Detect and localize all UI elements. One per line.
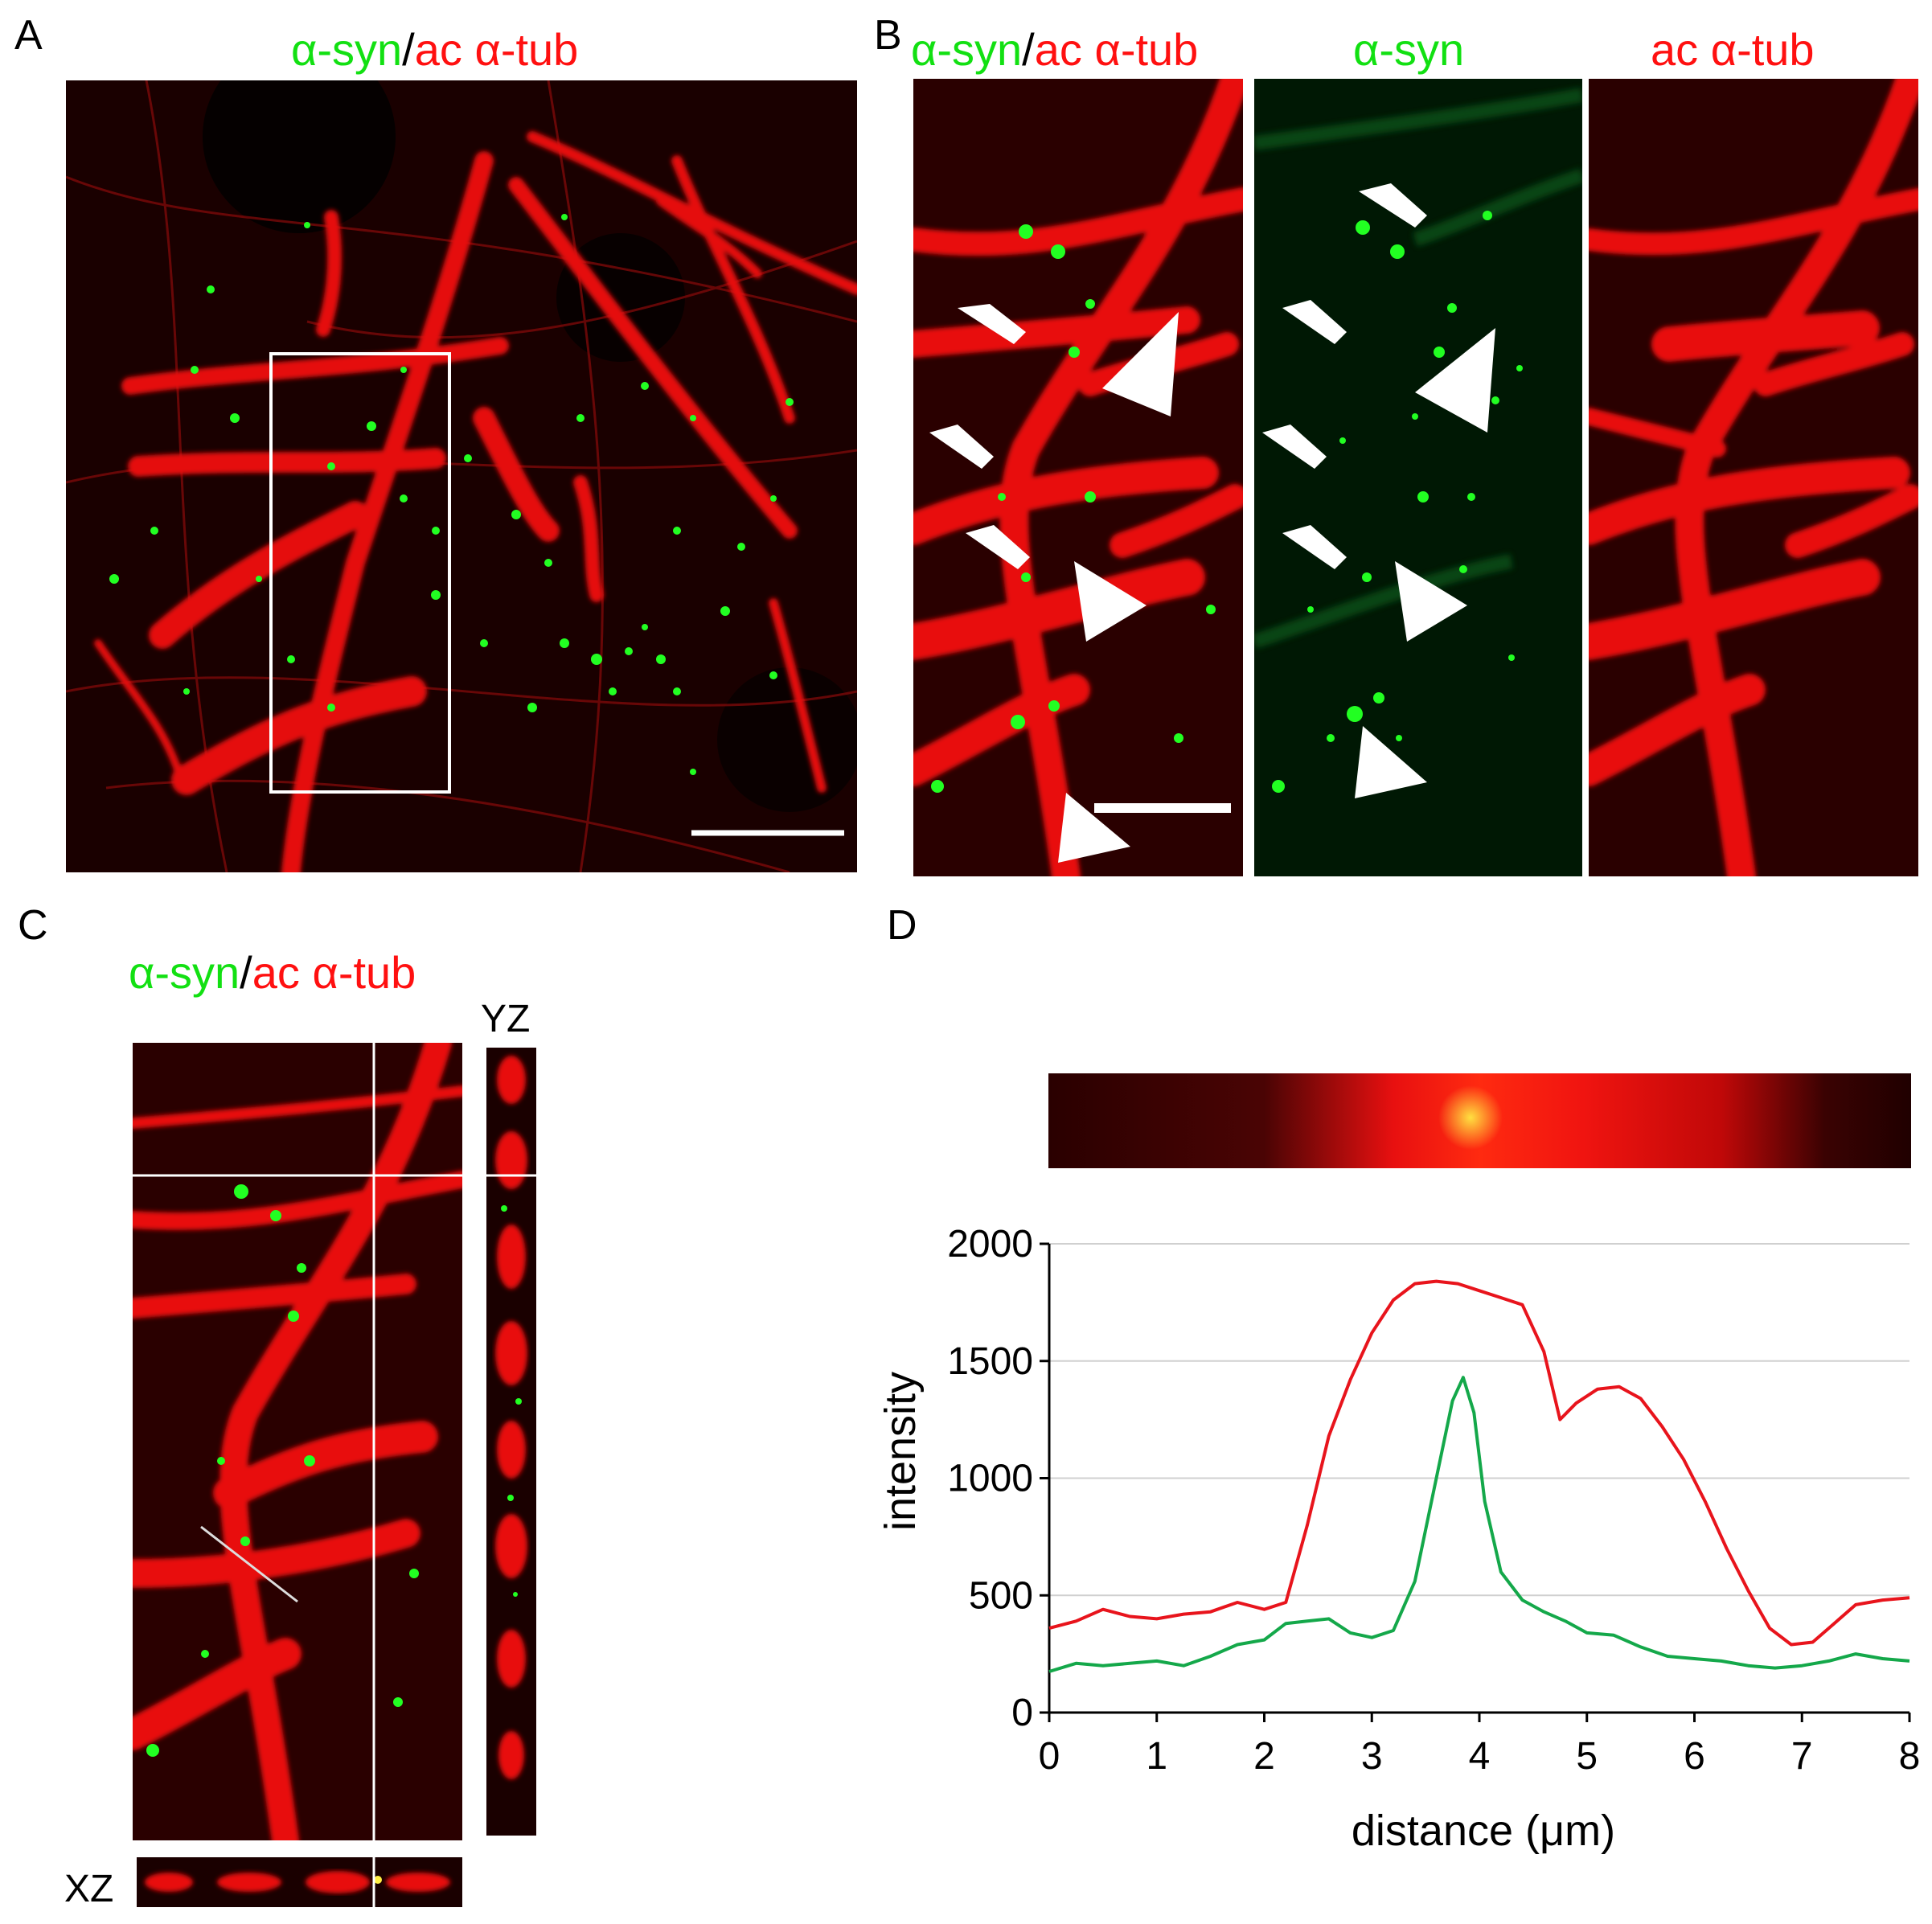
panel-c-yz-micrograph bbox=[486, 1048, 536, 1836]
panel-a-micrograph bbox=[66, 80, 857, 872]
panel-c-title: α-syn/ac α-tub bbox=[129, 950, 416, 995]
panel-label-a: A bbox=[14, 12, 43, 59]
chart-x-axis-label: distance (μm) bbox=[1352, 1807, 1615, 1855]
panel-c-xy-micrograph bbox=[133, 1043, 462, 1840]
y-tick-label-1500: 1500 bbox=[947, 1340, 1033, 1383]
x-tick-label-4: 4 bbox=[1469, 1735, 1491, 1778]
panel-b-title-red: ac α-tub bbox=[1651, 24, 1815, 75]
title-separator: / bbox=[1022, 24, 1035, 75]
panel-b-title-merge: α-syn/ac α-tub bbox=[911, 27, 1198, 72]
panel-b-merge-micrograph bbox=[913, 79, 1243, 876]
title-separator: / bbox=[240, 947, 252, 998]
x-tick-label-3: 3 bbox=[1361, 1735, 1383, 1778]
chart-ticks: 0 500 1000 1500 2000 0 1 2 3 4 5 6 7 8 bbox=[947, 1223, 1920, 1778]
title-green-part: α-syn bbox=[291, 24, 403, 75]
panel-label-d: D bbox=[887, 902, 917, 949]
x-tick-label-5: 5 bbox=[1576, 1735, 1598, 1778]
panel-c-xz-label: XZ bbox=[64, 1868, 114, 1910]
panel-c-xz-micrograph bbox=[137, 1857, 462, 1907]
chart-series bbox=[1048, 1279, 1910, 1673]
x-tick-label-1: 1 bbox=[1146, 1735, 1167, 1778]
title-red-part: ac α-tub bbox=[1034, 24, 1199, 75]
title-red-part: ac α-tub bbox=[252, 947, 416, 998]
panel-b-title-green: α-syn bbox=[1353, 24, 1465, 75]
title-red-part: ac α-tub bbox=[414, 24, 579, 75]
panel-label-b: B bbox=[874, 12, 902, 59]
x-tick-label-8: 8 bbox=[1899, 1735, 1921, 1778]
y-tick-label-0: 0 bbox=[1011, 1692, 1033, 1734]
series-line-red bbox=[1048, 1279, 1910, 1647]
chart-y-axis-label: intensity bbox=[876, 1372, 925, 1531]
y-tick-label-500: 500 bbox=[969, 1574, 1033, 1617]
x-tick-label-6: 6 bbox=[1684, 1735, 1705, 1778]
panel-a-inset-box bbox=[269, 352, 451, 794]
title-green-part: α-syn bbox=[129, 947, 240, 998]
intensity-line-chart: 0 500 1000 1500 2000 0 1 2 3 4 5 6 7 8 distance (μm) … bbox=[876, 1210, 1922, 1855]
panel-c-yz-label: YZ bbox=[481, 998, 531, 1040]
x-tick-label-2: 2 bbox=[1253, 1735, 1275, 1778]
x-tick-label-7: 7 bbox=[1791, 1735, 1813, 1778]
title-separator: / bbox=[402, 24, 415, 75]
panel-a-title: α-syn/ac α-tub bbox=[291, 27, 578, 72]
title-green-part: α-syn bbox=[911, 24, 1023, 75]
y-tick-label-2000: 2000 bbox=[947, 1223, 1033, 1266]
panel-b-green-micrograph bbox=[1254, 79, 1582, 876]
chart-gridlines bbox=[1049, 1243, 1909, 1597]
panel-c-profile-line bbox=[200, 1525, 298, 1603]
y-tick-label-1000: 1000 bbox=[947, 1458, 1033, 1500]
panel-label-c: C bbox=[18, 902, 48, 949]
panel-b-red-micrograph bbox=[1589, 79, 1918, 876]
x-tick-label-0: 0 bbox=[1039, 1735, 1060, 1778]
panel-d-line-profile-strip bbox=[1048, 1073, 1911, 1168]
series-line-green bbox=[1048, 1376, 1910, 1673]
